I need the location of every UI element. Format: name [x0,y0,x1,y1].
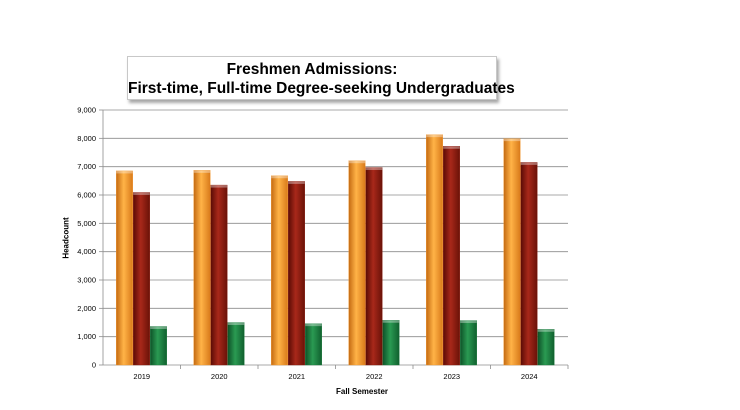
x-tick-label: 2022 [366,372,383,381]
bar-highlight [426,134,443,138]
bar-highlight [133,192,150,195]
bar-2020-series-1 [193,170,211,366]
bar-highlight [193,170,211,173]
bar-2024-series-1 [503,138,521,366]
bar-highlight [288,181,305,184]
x-tick-label: 2019 [133,372,150,381]
bar-2021-series-3 [305,323,322,366]
y-tick-label: 5,000 [77,219,96,228]
chart-title: Freshmen Admissions: [226,61,398,78]
bar-highlight [348,160,366,164]
y-tick-label: 8,000 [77,134,96,143]
bar-2022-series-1 [348,160,366,366]
bar-2023-series-1 [426,134,443,366]
bar-2019-series-1 [116,170,133,366]
x-axis-label: Fall Semester [336,387,389,396]
bars [116,134,555,366]
bar-highlight [116,170,133,174]
bar-2022-series-2 [365,167,383,366]
chart-title-box: Freshmen Admissions: First-time, Full-ti… [127,56,515,100]
x-tick-label: 2024 [521,372,538,381]
y-tick-label: 6,000 [77,191,96,200]
bar-2020-series-3 [227,322,245,366]
bar-2019-series-3 [150,326,167,366]
y-tick-label: 9,000 [77,106,96,115]
bar-highlight [227,322,245,325]
bar-2021-series-1 [271,175,288,366]
bar-highlight [382,320,400,323]
tick-labels: 0 1,000 2,000 3,000 4,000 5,000 6,000 7,000 8,00… [77,106,537,382]
x-tick-label: 2021 [288,372,305,381]
bar-highlight [305,323,322,327]
y-tick-label: 0 [92,361,96,370]
y-tick-label: 2,000 [77,304,96,313]
bar-highlight [503,138,521,142]
bar-highlight [150,326,167,329]
y-tick-label: 7,000 [77,162,96,171]
bar-highlight [520,162,538,165]
bar-2023-series-2 [443,146,460,366]
bar-highlight [443,146,460,149]
bar-2020-series-2 [210,184,228,366]
bar-2022-series-3 [382,320,400,366]
bar-2024-series-3 [537,329,555,366]
gridlines [103,109,568,338]
axes [99,109,569,369]
bar-2024-series-2 [520,162,538,366]
chart-subtitle: First-time, Full-time Degree-seeking Und… [128,80,515,97]
y-tick-label: 3,000 [77,276,96,285]
y-tick-label: 1,000 [77,332,96,341]
x-tick-label: 2023 [443,372,460,381]
x-tick-label: 2020 [211,372,228,381]
bar-2019-series-2 [133,192,150,366]
bar-highlight [210,185,228,188]
bar-2021-series-2 [288,181,305,366]
bar-highlight [537,329,555,332]
y-axis-label: Headcount [61,217,71,259]
bar-highlight [271,175,288,179]
y-tick-label: 4,000 [77,247,96,256]
bar-2023-series-3 [460,320,477,366]
bar-highlight [460,320,477,324]
bar-highlight [365,167,383,171]
